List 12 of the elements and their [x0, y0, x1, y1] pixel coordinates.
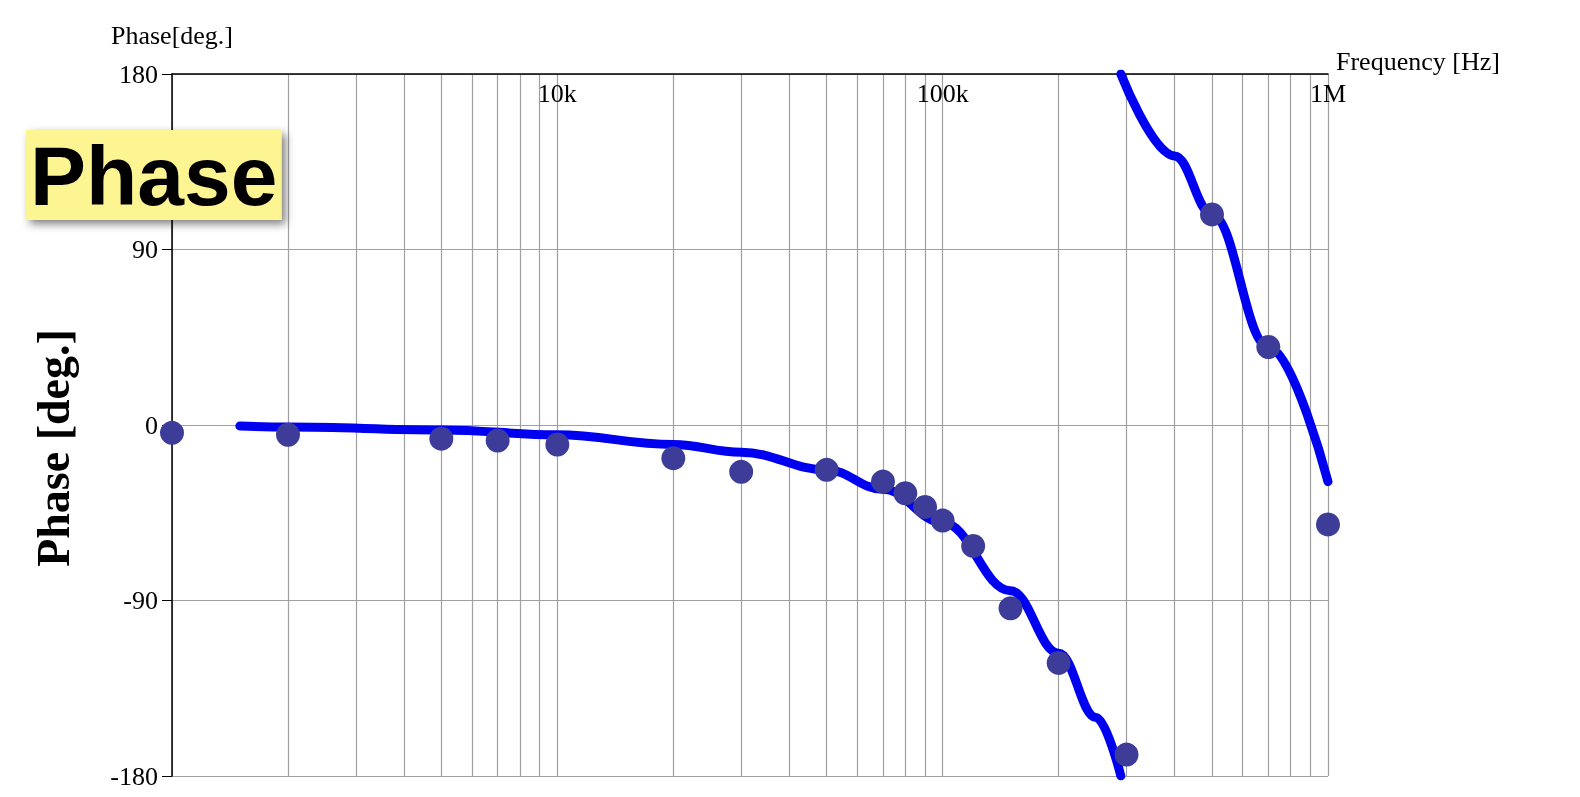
y-tick-label: 0 [145, 410, 158, 440]
text: Phase [deg.] [27, 329, 79, 567]
x-axis-title: Frequency [Hz] [1336, 46, 1500, 76]
y-tick-label: -180 [110, 761, 158, 791]
x-tick-label: 100k [916, 78, 969, 108]
text: Phase [30, 129, 278, 223]
y-tick-label: 90 [132, 235, 158, 264]
y-tick-label: 180 [119, 59, 158, 89]
y-tick-label: -90 [123, 586, 158, 615]
x-tick-label: 10k [537, 78, 577, 108]
x-tick-label: 1M [1309, 78, 1347, 108]
y-axis-title: Phase[deg.] [110, 20, 234, 50]
